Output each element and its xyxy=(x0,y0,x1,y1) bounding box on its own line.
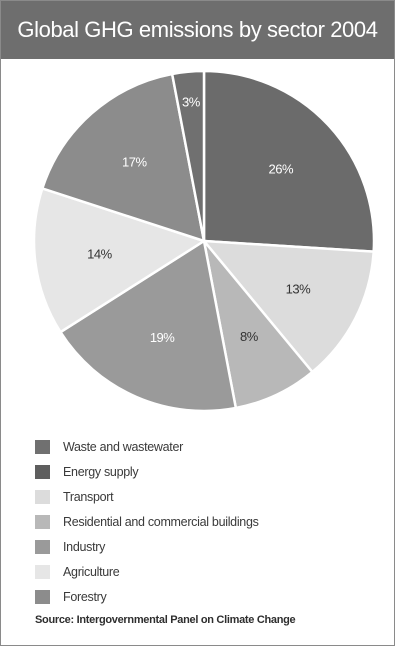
legend-label: Agriculture xyxy=(63,564,120,579)
pie-slice-energy-supply xyxy=(202,69,376,253)
slice-value-label: 19% xyxy=(150,330,175,345)
legend-label: Forestry xyxy=(63,589,107,604)
legend-item: Transport xyxy=(35,484,259,509)
legend-swatch xyxy=(35,539,50,554)
source-note: Source: Intergovernmental Panel on Clima… xyxy=(35,614,296,626)
legend-swatch xyxy=(35,464,50,479)
legend-item: Forestry xyxy=(35,584,259,609)
legend-item: Waste and wastewater xyxy=(35,434,259,459)
pie-slice-transport xyxy=(201,239,375,374)
chart-title: Global GHG emissions by sector 2004 xyxy=(1,1,394,59)
legend-item: Energy supply xyxy=(35,459,259,484)
legend-item: Industry xyxy=(35,534,259,559)
slice-value-label: 13% xyxy=(286,281,311,296)
legend-label: Residential and commercial buildings xyxy=(63,514,259,529)
slice-value-label: 26% xyxy=(269,161,294,176)
legend-item: Residential and commercial buildings xyxy=(35,509,259,534)
pie-slice-waste-and-wastewater xyxy=(170,69,206,242)
legend-swatch xyxy=(35,589,50,604)
slice-value-label: 3% xyxy=(182,95,201,110)
legend-swatch xyxy=(35,564,50,579)
slice-value-label: 8% xyxy=(240,329,259,344)
legend-label: Waste and wastewater xyxy=(63,439,183,454)
slice-value-label: 17% xyxy=(122,154,147,169)
legend-label: Industry xyxy=(63,539,106,554)
legend: Waste and wastewater Energy supply Transpo… xyxy=(35,434,259,609)
legend-swatch xyxy=(35,514,50,529)
legend-item: Agriculture xyxy=(35,559,259,584)
legend-label: Energy supply xyxy=(63,464,139,479)
legend-label: Transport xyxy=(63,489,114,504)
legend-swatch xyxy=(35,489,50,504)
legend-swatch xyxy=(35,439,50,454)
pie-chart: 26% 13% 8% 19% 14% 17% 3% xyxy=(32,69,376,413)
pie-slices xyxy=(32,69,376,413)
pie-slice-forestry xyxy=(40,72,206,243)
slice-value-label: 14% xyxy=(87,247,112,262)
pie-slice-agriculture xyxy=(32,186,207,334)
pie-slice-industry xyxy=(58,238,238,413)
pie-labels: 26% 13% 8% 19% 14% 17% 3% xyxy=(87,95,311,346)
